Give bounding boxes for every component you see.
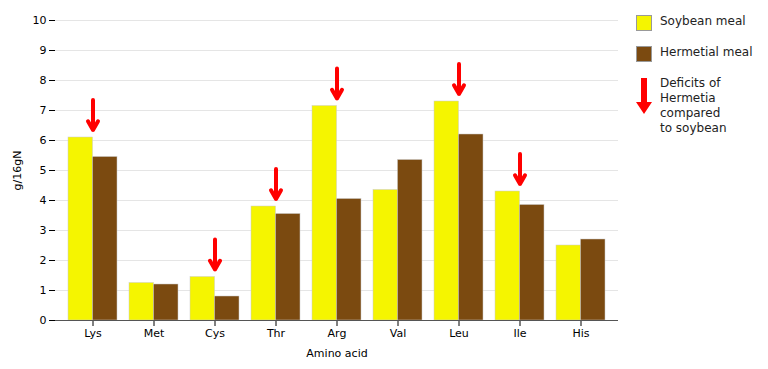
svg-text:Thr: Thr — [266, 327, 286, 340]
svg-text:6: 6 — [40, 134, 47, 147]
svg-text:Cys: Cys — [205, 327, 225, 340]
svg-text:Val: Val — [390, 327, 406, 340]
svg-text:Arg: Arg — [328, 327, 347, 340]
html-text:Hermetial meal: Hermetial meal — [660, 45, 753, 59]
svg-text:2: 2 — [40, 254, 47, 267]
svg-text:Ile: Ile — [513, 327, 526, 340]
svg-text:10: 10 — [33, 14, 47, 27]
svg-text:3: 3 — [40, 224, 47, 237]
svg-text:His: His — [572, 327, 589, 340]
svg-text:9: 9 — [40, 44, 47, 57]
html-text:Deficits of Hermetia compared: Deficits of Hermetia compared to soybean — [660, 76, 727, 135]
svg-text:0: 0 — [40, 314, 47, 327]
svg-text:8: 8 — [40, 74, 47, 87]
svg-text:Lys: Lys — [84, 327, 102, 340]
html-text:Soybean meal: Soybean meal — [660, 14, 746, 28]
svg-text:5: 5 — [40, 164, 47, 177]
svg-text:Leu: Leu — [449, 327, 469, 340]
svg-text:7: 7 — [40, 104, 47, 117]
svg-text:g/16gN: g/16gN — [11, 151, 24, 191]
svg-text:1: 1 — [40, 284, 47, 297]
svg-text:4: 4 — [40, 194, 47, 207]
svg-text:Amino acid: Amino acid — [306, 347, 367, 360]
svg-text:Met: Met — [144, 327, 165, 340]
